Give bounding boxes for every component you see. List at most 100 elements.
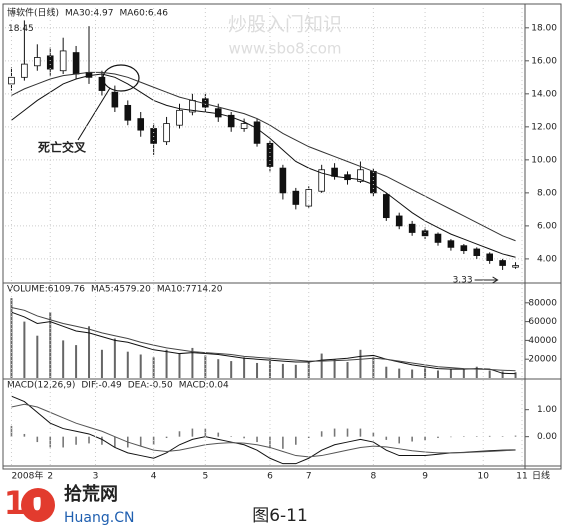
y-tick-label: 10.00 xyxy=(531,155,557,165)
macd-bar xyxy=(139,436,142,447)
candle-body xyxy=(98,76,106,91)
volume-bar xyxy=(385,366,388,378)
volume-bar xyxy=(294,364,297,378)
y-tick-label: 0.00 xyxy=(537,432,557,442)
volume-bar xyxy=(49,312,52,378)
low-arrowhead xyxy=(492,276,499,284)
y-tick-label: 60000 xyxy=(528,317,557,327)
candle-body xyxy=(240,123,248,129)
macd-bar xyxy=(62,436,64,448)
y-tick-label: 12.00 xyxy=(531,122,557,132)
macd-bar xyxy=(191,428,194,437)
macd-bar xyxy=(295,436,297,445)
volume-bar xyxy=(462,368,465,378)
candle-body xyxy=(499,260,506,266)
x-tick-label: 6 xyxy=(267,472,273,482)
annotation: 死亡交叉 xyxy=(38,140,87,155)
volume-bar xyxy=(501,371,504,378)
macd-bar xyxy=(217,432,220,437)
candle-body xyxy=(357,169,364,182)
annotation-pointer xyxy=(77,87,111,141)
volume-bar xyxy=(372,357,375,378)
watermark-title: 炒股入门知识 xyxy=(228,14,342,36)
logo-domain: Huang.CN xyxy=(64,510,134,526)
legend-label: DIF:-0.49 xyxy=(81,381,122,391)
candle-body xyxy=(111,91,119,108)
candle-body xyxy=(473,248,481,256)
candle-body xyxy=(512,265,519,268)
logo-hole xyxy=(30,497,46,513)
volume-bar xyxy=(307,361,310,378)
macd-bar xyxy=(282,436,284,449)
candle-body xyxy=(266,142,274,167)
macd-bar xyxy=(75,436,77,445)
volume-bar xyxy=(113,338,116,378)
x-tick-label: 2008年 xyxy=(11,470,43,482)
legend-label: DEA:-0.50 xyxy=(128,381,173,391)
candle-body xyxy=(46,55,54,70)
legend-label: VOLUME:6109.76 xyxy=(7,285,85,295)
macd-bar xyxy=(514,435,517,437)
macd-bar xyxy=(385,436,388,440)
x-tick-label: 3 xyxy=(93,472,99,482)
candle-body xyxy=(421,230,429,237)
candle-body xyxy=(382,194,390,219)
candle-body xyxy=(150,128,157,144)
volume-bar xyxy=(36,335,39,378)
candle-body xyxy=(408,223,416,233)
macd-bar xyxy=(307,436,310,439)
macd-bar xyxy=(398,436,401,444)
y-tick-label: 40000 xyxy=(528,336,557,346)
volume-bar xyxy=(320,353,323,378)
macd-bar xyxy=(114,436,116,448)
y-tick-label: 18.00 xyxy=(531,23,557,33)
volume-bar xyxy=(10,298,13,378)
candle-body xyxy=(21,63,28,78)
volume-bar xyxy=(256,362,259,378)
volume-bar xyxy=(23,321,26,378)
x-tick-label: 7 xyxy=(306,472,312,482)
legend-label: MACD(12,26,9) xyxy=(7,381,75,391)
legend-label: MA60:6.46 xyxy=(119,9,168,19)
volume-bar xyxy=(475,366,478,378)
volume-bar xyxy=(436,370,439,378)
y-tick-label: 1.00 xyxy=(537,405,557,415)
volume-bar xyxy=(514,372,517,378)
candle-body xyxy=(176,109,183,126)
candle-body xyxy=(214,108,222,118)
macd-bar xyxy=(243,436,245,439)
watermark-url: www.sbo8.com xyxy=(228,40,341,58)
candle-body xyxy=(292,190,300,205)
macd-bar xyxy=(501,436,504,437)
macd-bar xyxy=(36,436,39,443)
macd-bar xyxy=(333,428,336,437)
volume-bar xyxy=(333,359,336,378)
macd-bar xyxy=(269,436,271,448)
candle-body xyxy=(447,240,455,248)
candle-body xyxy=(305,189,313,207)
candle-body xyxy=(163,123,170,143)
y-tick-label: 20000 xyxy=(528,355,557,365)
volume-bar xyxy=(217,359,220,378)
candle-body xyxy=(34,57,41,67)
x-tick-label: 5 xyxy=(202,472,208,482)
legend-label: MA30:4.97 xyxy=(65,9,113,19)
volume-bar xyxy=(62,340,65,378)
volume-bar xyxy=(346,362,349,378)
macd-bar xyxy=(320,431,323,437)
volume-bar xyxy=(398,368,401,378)
x-tick-label: 4 xyxy=(151,472,157,482)
macd-bar xyxy=(463,436,465,437)
legend-label: MA5:4579.20 xyxy=(91,285,151,295)
legend-label: 博软件(日线) xyxy=(7,7,59,19)
candle-body xyxy=(486,253,493,261)
x-tick-label: 11 xyxy=(516,472,527,482)
x-axis-label: 日线 xyxy=(532,470,550,482)
macd-bar xyxy=(49,436,52,448)
x-tick-label: 8 xyxy=(370,472,376,482)
macd-bar xyxy=(101,436,103,445)
volume-bar xyxy=(88,326,91,378)
candle-body xyxy=(137,118,145,131)
candle-body xyxy=(72,52,80,75)
macd-bar xyxy=(424,436,426,441)
